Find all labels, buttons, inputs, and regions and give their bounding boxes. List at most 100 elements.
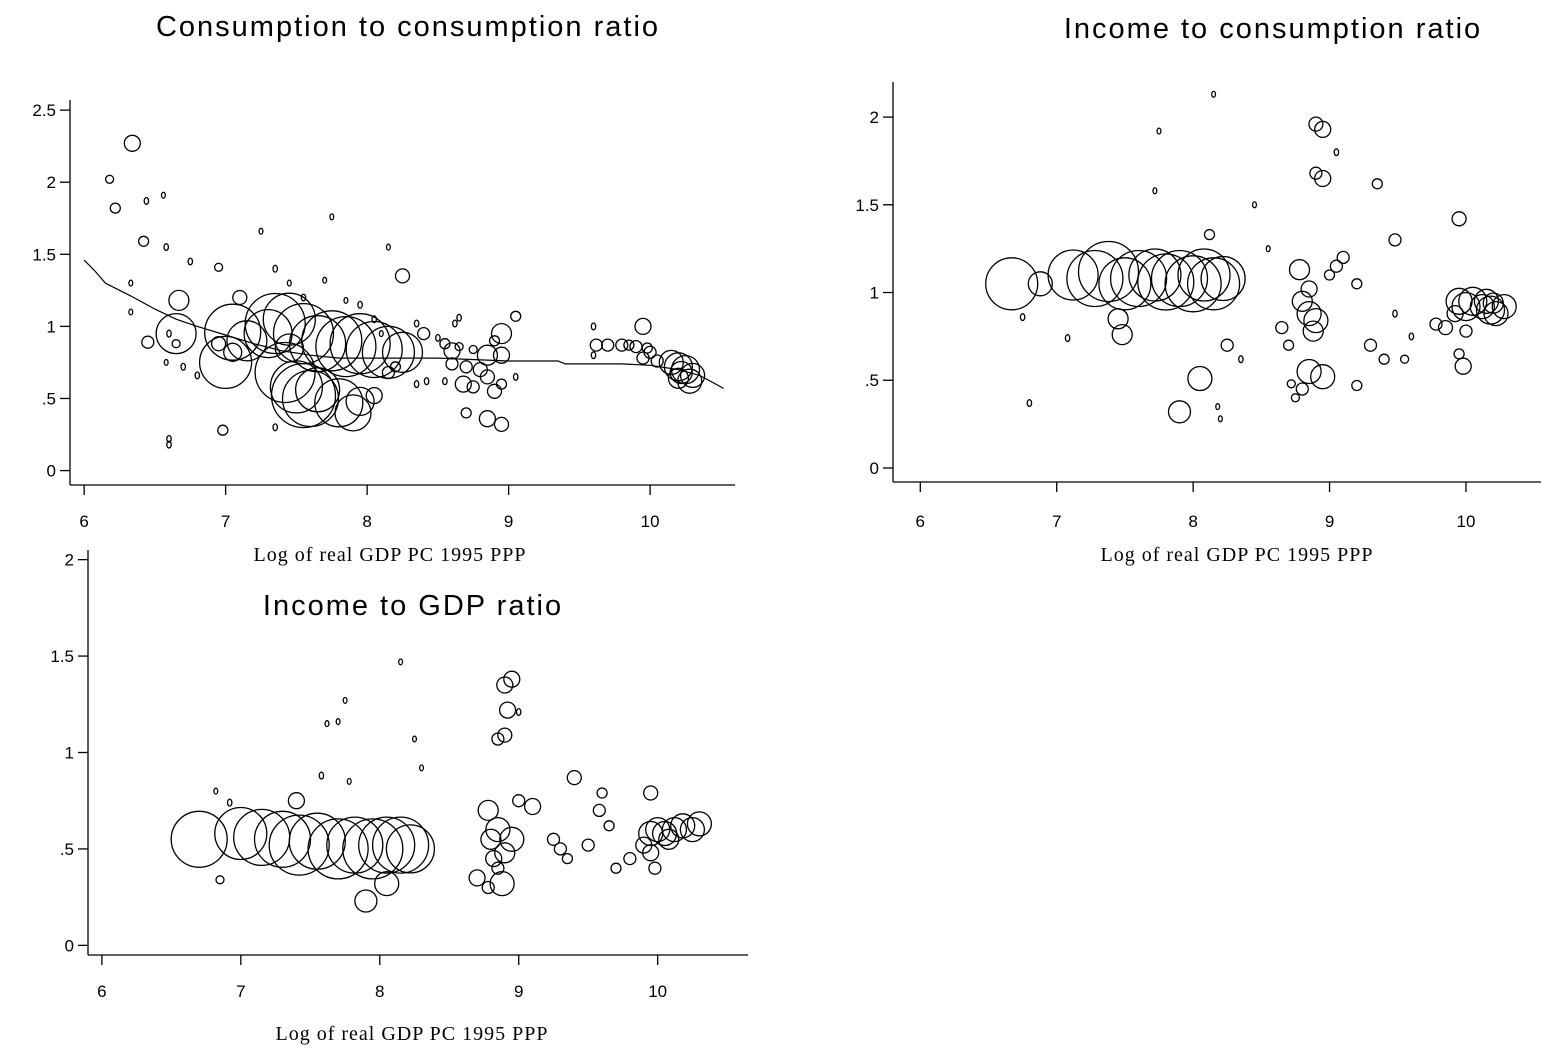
data-point <box>324 720 330 728</box>
data-point <box>610 862 622 874</box>
data-point <box>1107 308 1129 330</box>
data-point <box>215 875 225 885</box>
data-point <box>590 351 597 360</box>
data-point <box>477 799 499 822</box>
data-point <box>435 333 441 342</box>
x-axis-label: Log of real GDP PC 1995 PPP <box>1101 544 1374 566</box>
data-point <box>166 440 172 449</box>
data-point <box>232 289 248 306</box>
data-point <box>491 732 505 746</box>
data-point <box>413 319 420 328</box>
data-point <box>1454 357 1472 375</box>
y-tick-label: 1.5 <box>855 196 879 215</box>
x-tick-label: 7 <box>236 982 245 1001</box>
y-tick-label: 1.5 <box>32 245 56 264</box>
data-point <box>1220 338 1234 352</box>
y-tick-label: 0 <box>65 936 74 955</box>
data-point <box>1469 293 1495 320</box>
data-point <box>1064 334 1071 343</box>
data-point <box>1150 249 1209 308</box>
data-point <box>1152 187 1158 195</box>
y-tick-label: 2 <box>65 551 74 570</box>
data-point <box>1314 120 1332 139</box>
data-point <box>423 377 430 386</box>
data-point <box>985 257 1039 311</box>
data-point <box>634 317 652 336</box>
data-point <box>253 810 312 868</box>
data-point <box>1288 259 1311 281</box>
data-point <box>590 322 597 331</box>
data-point <box>1111 323 1133 346</box>
data-point <box>217 424 229 436</box>
data-point <box>629 339 643 354</box>
data-point <box>596 787 608 799</box>
x-tick-label: 6 <box>916 512 925 531</box>
data-point <box>481 880 495 895</box>
data-point <box>523 797 542 816</box>
data-point <box>1473 288 1500 314</box>
data-point <box>1308 116 1324 132</box>
data-point <box>226 798 233 807</box>
data-point <box>223 342 243 362</box>
data-point <box>658 828 680 850</box>
data-point <box>214 806 268 861</box>
data-point <box>374 870 400 897</box>
data-point <box>163 243 170 252</box>
data-point <box>213 787 219 795</box>
data-point <box>466 380 480 394</box>
data-point <box>553 842 568 856</box>
data-point <box>123 134 141 152</box>
data-point <box>1251 201 1258 209</box>
data-point <box>636 351 650 365</box>
data-point <box>623 851 637 866</box>
data-point <box>213 262 224 272</box>
data-point <box>358 816 416 874</box>
y-tick-label: 1 <box>65 744 74 763</box>
data-point <box>272 264 279 273</box>
data-point <box>345 320 403 379</box>
data-point <box>1077 240 1140 303</box>
data-point <box>456 313 462 322</box>
y-tick-label: 2 <box>47 173 56 192</box>
data-point <box>454 375 472 393</box>
fitted-line <box>83 259 724 389</box>
data-point <box>345 386 375 417</box>
data-point <box>254 341 316 404</box>
data-point <box>686 811 713 837</box>
data-point <box>601 338 615 352</box>
data-point <box>243 308 293 359</box>
y-tick-label: 0 <box>47 462 56 481</box>
data-point <box>1429 317 1443 331</box>
data-point <box>346 777 352 785</box>
data-point <box>442 377 448 386</box>
data-point <box>1177 248 1231 302</box>
data-point <box>499 826 525 852</box>
data-point <box>198 335 253 390</box>
data-point <box>1275 320 1289 335</box>
data-point <box>143 196 150 205</box>
data-point <box>1265 245 1271 253</box>
data-point <box>1329 259 1344 273</box>
data-point <box>1109 249 1168 308</box>
data-point <box>495 378 508 390</box>
data-point <box>1215 403 1221 411</box>
data-point <box>468 869 486 887</box>
data-point <box>398 658 404 666</box>
data-point <box>670 354 701 385</box>
data-point <box>137 235 150 247</box>
data-point <box>1200 255 1246 302</box>
data-point <box>445 357 459 371</box>
x-tick-label: 8 <box>375 982 384 1001</box>
data-point <box>510 310 522 322</box>
data-point <box>485 849 503 868</box>
x-tick-label: 7 <box>221 512 230 531</box>
data-point <box>300 293 307 302</box>
data-point <box>1211 90 1217 98</box>
data-point <box>1296 358 1322 385</box>
data-point <box>1437 319 1454 336</box>
data-point <box>335 718 341 726</box>
data-point <box>294 367 341 413</box>
data-point <box>413 380 420 389</box>
x-axis-label: Log of real GDP PC 1995 PPP <box>254 544 527 566</box>
data-point <box>1333 148 1340 157</box>
